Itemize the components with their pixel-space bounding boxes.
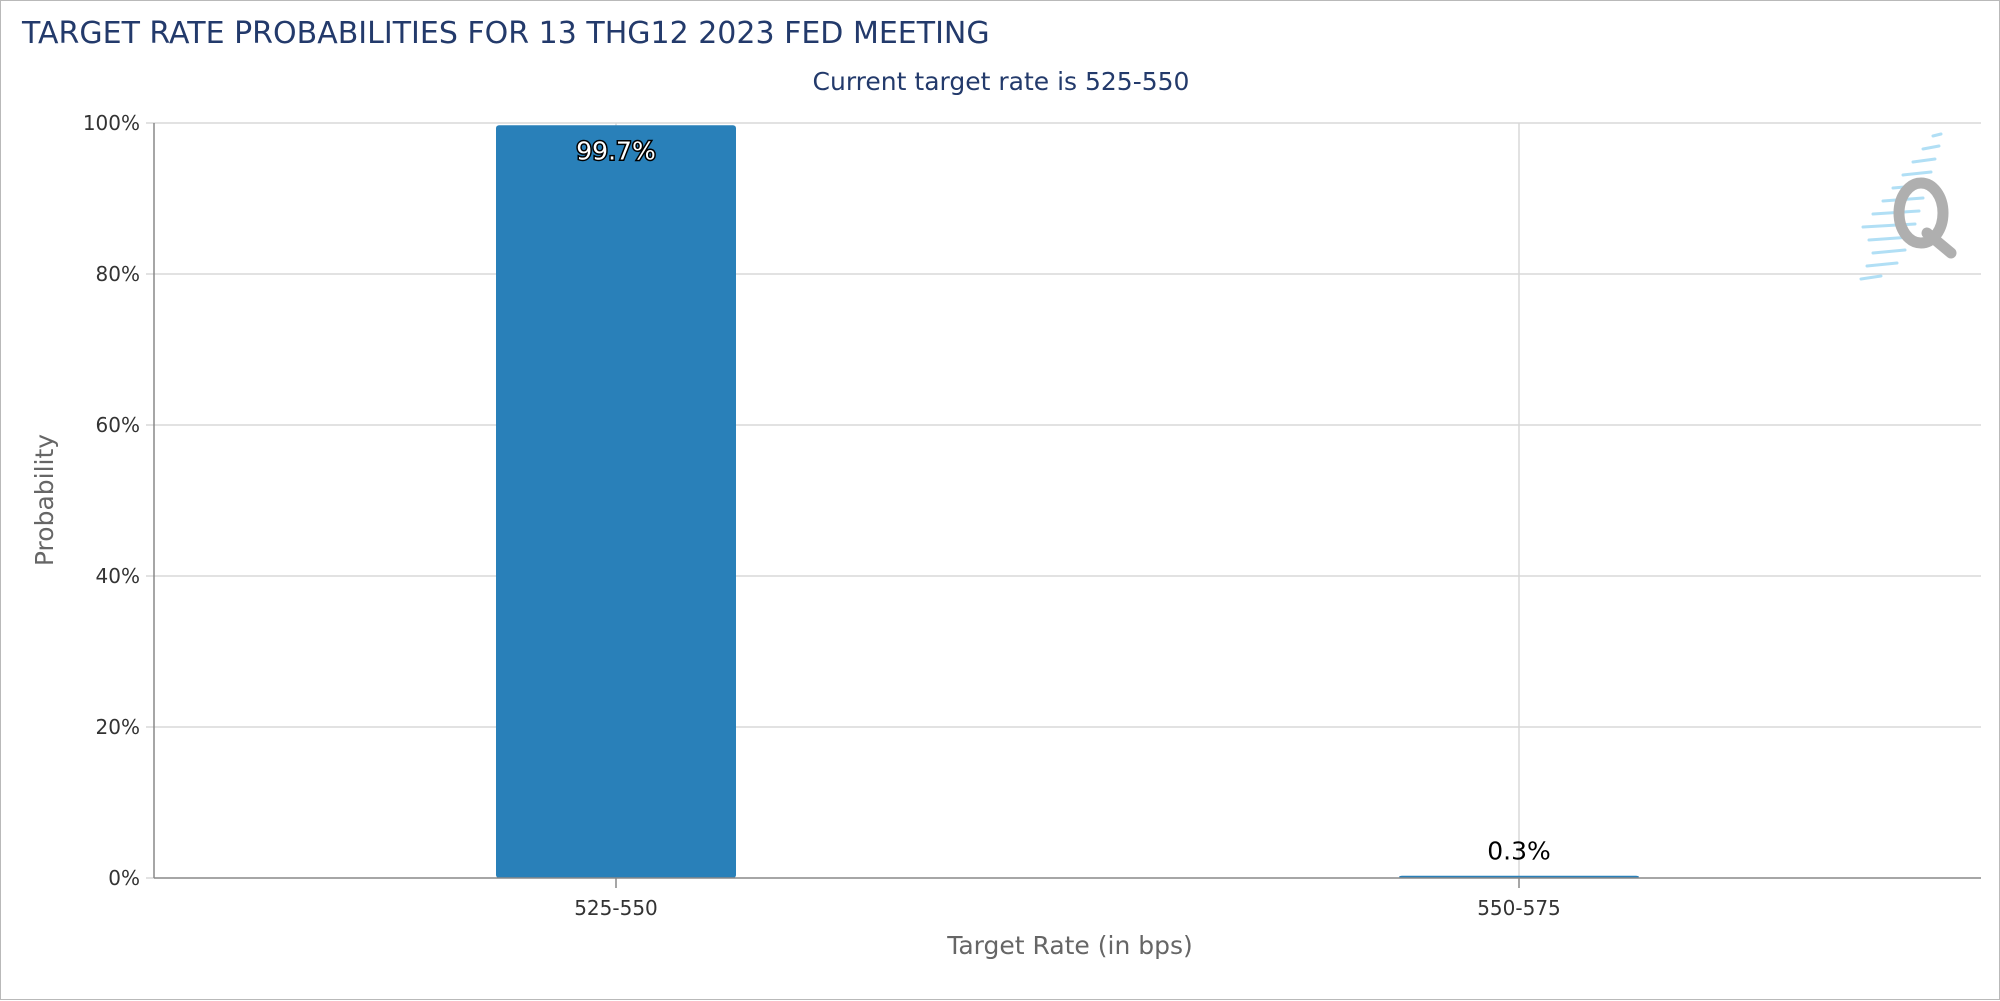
y-axis-title: Probability [30,434,59,566]
y-tick-label: 40% [96,564,140,588]
y-tick-label: 80% [96,262,140,286]
data-label: 0.3% [1487,837,1551,866]
y-tick-label: 60% [96,413,140,437]
bar [496,125,736,878]
y-tick-label: 100% [83,111,140,135]
gridlines [154,122,1981,878]
data-labels: 99.7% 0.3% [575,135,1551,866]
x-tick-label: 550-575 [1477,896,1561,920]
data-label: 99.7% [576,136,655,165]
chart-title: TARGET RATE PROBABILITIES FOR 13 THG12 2… [21,16,990,51]
x-tick-label: 525-550 [574,896,658,920]
watermark-logo-icon [1859,132,1957,281]
chart-subtitle: Current target rate is 525-550 [813,67,1190,96]
y-tick-label: 0% [108,866,140,890]
axes: 0% 20% 40% 60% 80% 100% 525-550 550-575 [83,111,1981,920]
bars [496,125,1639,878]
y-tick-label: 20% [96,715,140,739]
x-axis-title: Target Rate (in bps) [946,931,1193,960]
